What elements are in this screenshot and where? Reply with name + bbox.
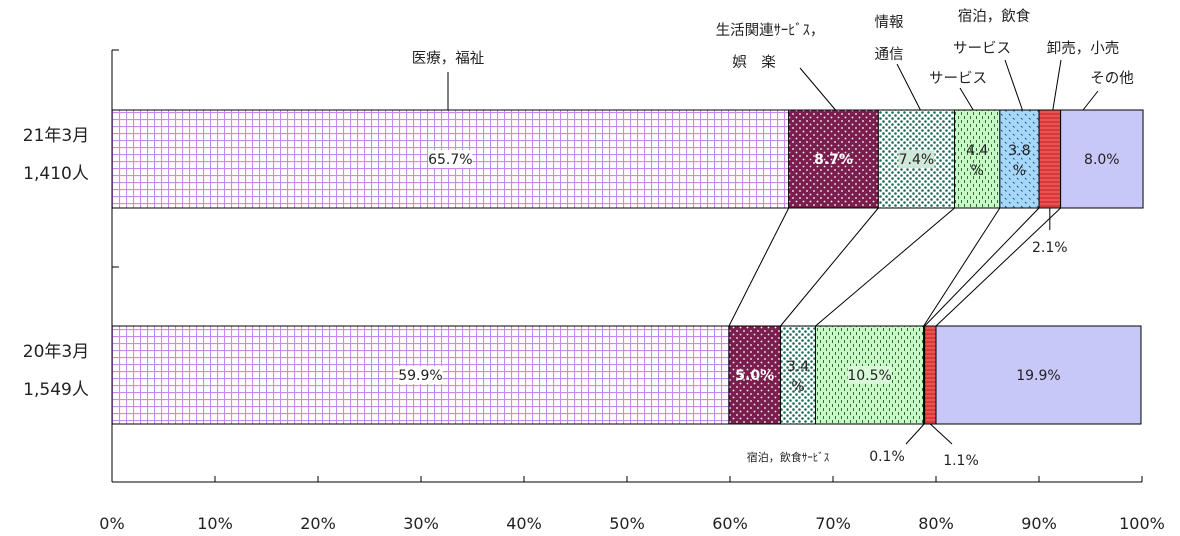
bar-segment-shukuhaku-r21 bbox=[999, 109, 1040, 209]
bar-segment-oroshi-r21 bbox=[1038, 109, 1062, 209]
value-label-seikatsu-r21: 8.7% bbox=[814, 152, 853, 168]
series-label-joho-line1: 情報 bbox=[875, 14, 904, 31]
bar-category-label: 21年3月 bbox=[23, 126, 89, 146]
bar-total-label: 1,549人 bbox=[23, 380, 89, 400]
leader-line-shukuhaku-r20 bbox=[905, 423, 925, 445]
value-label-sonota-r20: 19.9% bbox=[1016, 368, 1060, 384]
bar-segment-sonota-r21 bbox=[1060, 109, 1144, 209]
connector-line bbox=[815, 207, 955, 327]
connector-line bbox=[780, 207, 879, 327]
series-label-iryo: 医療，福祉 bbox=[412, 50, 485, 67]
value-label-iryo-r20: 59.9% bbox=[398, 368, 442, 384]
leader-line-shukuhaku bbox=[1004, 59, 1023, 111]
value-label-shukuhaku-r20: 0.1% bbox=[869, 449, 905, 465]
series-label-joho-line2: 通信 bbox=[875, 46, 904, 63]
leader-line-oroshi bbox=[1052, 59, 1062, 111]
series-label-sonota: その他 bbox=[1090, 70, 1134, 87]
value-label-joho-r21: 7.4% bbox=[899, 152, 935, 168]
bar-total-label: 1,410人 bbox=[23, 164, 89, 184]
x-tick-label: 90% bbox=[1021, 514, 1057, 533]
series-label-shukuhaku-line1: 宿泊，飲食 bbox=[958, 8, 1031, 25]
x-tick-label: 60% bbox=[712, 514, 748, 533]
value-label-joho-r21-bg bbox=[898, 150, 935, 168]
series-label-service: サービス bbox=[929, 70, 987, 87]
value-label-iryo-r21: 65.7% bbox=[428, 152, 472, 168]
connector-line bbox=[923, 207, 1001, 327]
leader-line-joho bbox=[896, 63, 921, 111]
series-label-seikatsu-line1: 生活関連ｻｰﾋﾞｽ， bbox=[716, 22, 825, 39]
x-tick-label: 40% bbox=[506, 514, 542, 533]
value-label-service-r21-unit: % bbox=[971, 163, 984, 179]
value-label-iryo-r21-bg bbox=[428, 150, 473, 168]
series-label-shukuhaku-line2: サービス bbox=[953, 40, 1011, 57]
x-tick-label: 100% bbox=[1119, 514, 1165, 533]
bar-segment-seikatsu-r20 bbox=[728, 325, 781, 425]
value-label-service-r21: 4.4 bbox=[966, 143, 988, 159]
connector-line bbox=[728, 207, 790, 327]
series-label-seikatsu-line2: 娯 楽 bbox=[732, 54, 776, 71]
x-tick-label: 0% bbox=[99, 514, 124, 533]
connector-line bbox=[935, 207, 1061, 327]
value-label-service-r20: 10.5% bbox=[847, 368, 891, 384]
value-label-oroshi-r20: 1.1% bbox=[943, 453, 979, 469]
series-label-oroshi: 卸売，小売 bbox=[1047, 40, 1120, 57]
value-label-shukuhaku-r21-unit: % bbox=[1013, 163, 1026, 179]
value-label-oroshi-r21: 2.1% bbox=[1032, 240, 1068, 256]
connector-line bbox=[924, 207, 1040, 327]
x-tick-label: 70% bbox=[815, 514, 851, 533]
bar-segment-joho-r20 bbox=[779, 325, 816, 425]
value-label-sonota-r21: 8.0% bbox=[1084, 152, 1120, 168]
callout-shukuhaku-r20: 宿泊，飲食ｻｰﾋﾞｽ bbox=[747, 450, 830, 464]
leader-line-seikatsu bbox=[799, 67, 836, 111]
x-tick-label: 30% bbox=[403, 514, 439, 533]
value-label-joho-r20: 3.4 bbox=[787, 359, 809, 375]
bar-category-label: 20年3月 bbox=[23, 342, 89, 362]
bar-segment-service-r21 bbox=[954, 109, 1001, 209]
value-label-seikatsu-r20: 5.0% bbox=[735, 368, 774, 384]
bar-segment-seikatsu-r21 bbox=[788, 109, 879, 209]
value-label-iryo-r20-bg bbox=[398, 366, 443, 384]
bar-segment-oroshi-r20 bbox=[924, 325, 937, 425]
bar-segment-sonota-r20 bbox=[935, 325, 1142, 425]
x-tick-label: 50% bbox=[609, 514, 645, 533]
leader-line-oroshi-r20 bbox=[929, 423, 953, 445]
x-tick-label: 20% bbox=[300, 514, 336, 533]
value-label-shukuhaku-r21: 3.8 bbox=[1008, 143, 1030, 159]
x-tick-label: 10% bbox=[197, 514, 233, 533]
leader-line-service bbox=[959, 87, 974, 111]
value-label-service-r20-bg bbox=[847, 366, 892, 384]
value-label-joho-r20-unit: % bbox=[791, 379, 804, 395]
leader-line-sonota bbox=[1082, 90, 1099, 111]
x-tick-label: 80% bbox=[918, 514, 954, 533]
